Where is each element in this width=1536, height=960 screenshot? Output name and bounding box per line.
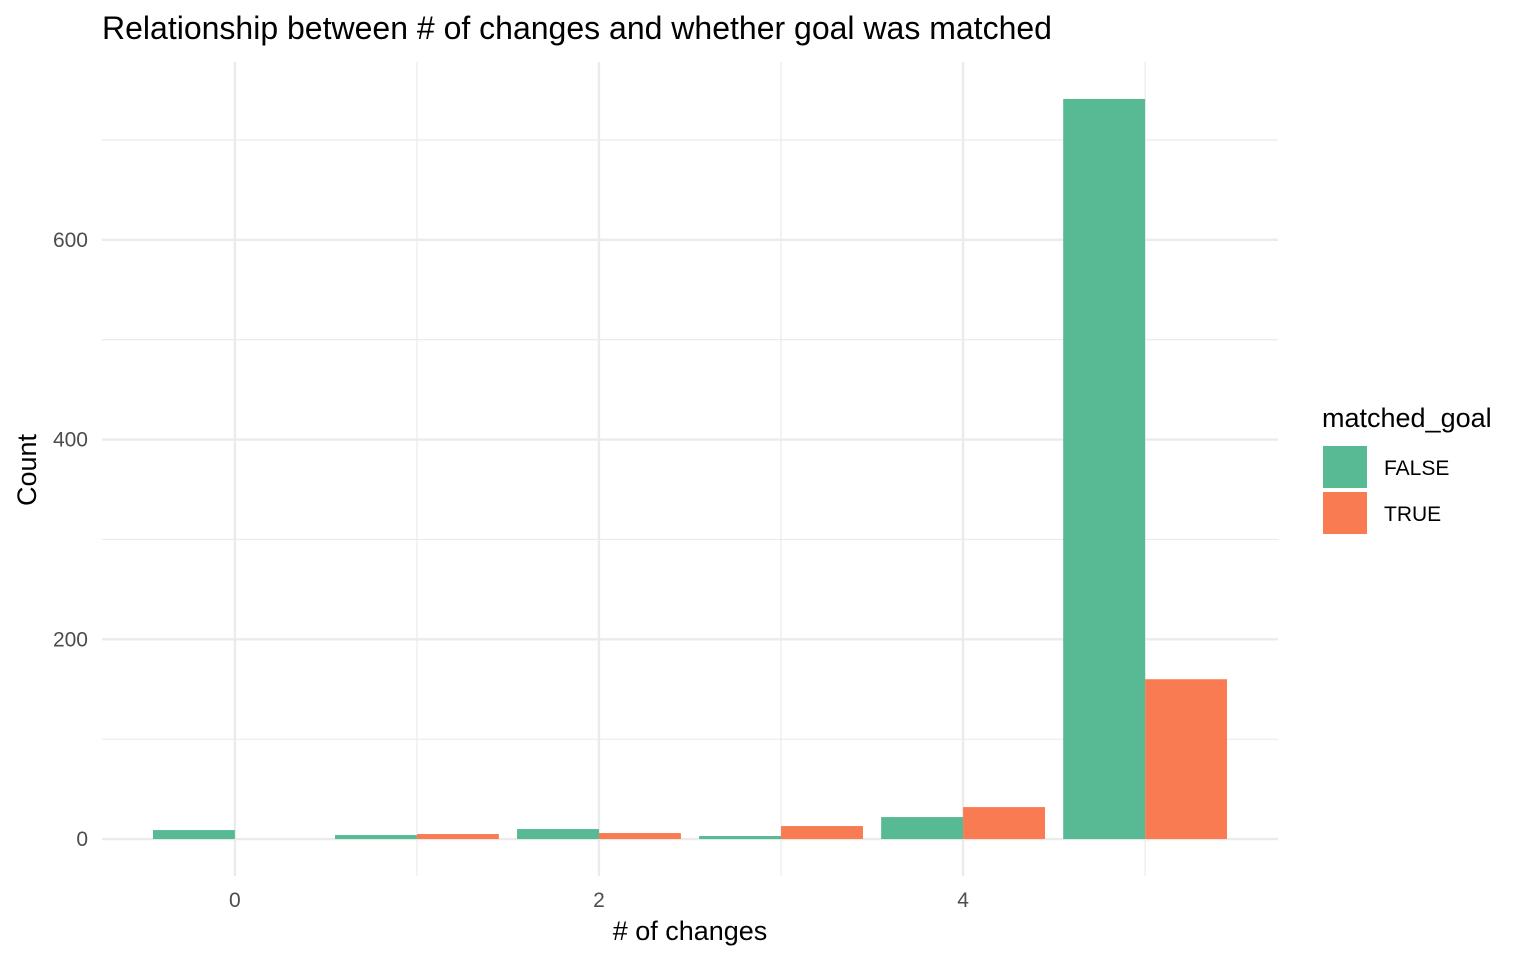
legend-items: FALSE TRUE	[1323, 446, 1449, 534]
bar-true-2	[598, 833, 681, 840]
chart-title: Relationship between # of changes and wh…	[102, 10, 1052, 46]
bars	[152, 98, 1228, 840]
legend-label-true: TRUE	[1384, 503, 1441, 526]
y-tick-label: 200	[53, 628, 88, 651]
legend-key-false	[1323, 446, 1367, 488]
legend-title: matched_goal	[1322, 403, 1492, 433]
y-axis-ticks: 0 200 400 600	[53, 229, 88, 851]
x-axis-title: # of changes	[613, 916, 768, 946]
bar-true-5	[1145, 679, 1228, 840]
bar-false-2	[517, 829, 599, 840]
y-axis-title: Count	[12, 433, 42, 506]
y-tick-label: 600	[53, 229, 88, 252]
bar-false-1	[335, 835, 417, 840]
bar-false-5	[1063, 98, 1146, 840]
bar-true-4	[963, 807, 1045, 840]
bar-false-4	[881, 817, 964, 840]
legend-key-true	[1323, 492, 1367, 534]
bar-true-3	[781, 826, 863, 840]
x-tick-label: 4	[957, 889, 969, 912]
x-axis-ticks: 0 2 4	[229, 889, 969, 912]
legend-label-false: FALSE	[1384, 457, 1449, 480]
y-tick-label: 400	[53, 429, 88, 452]
bar-true-1	[416, 834, 499, 840]
bar-false-3	[699, 836, 782, 840]
x-tick-label: 0	[229, 889, 241, 912]
bar-false-0	[152, 830, 235, 840]
y-tick-label: 0	[76, 828, 88, 851]
legend: matched_goal FALSE TRUE	[1322, 403, 1492, 534]
x-tick-label: 2	[593, 889, 605, 912]
